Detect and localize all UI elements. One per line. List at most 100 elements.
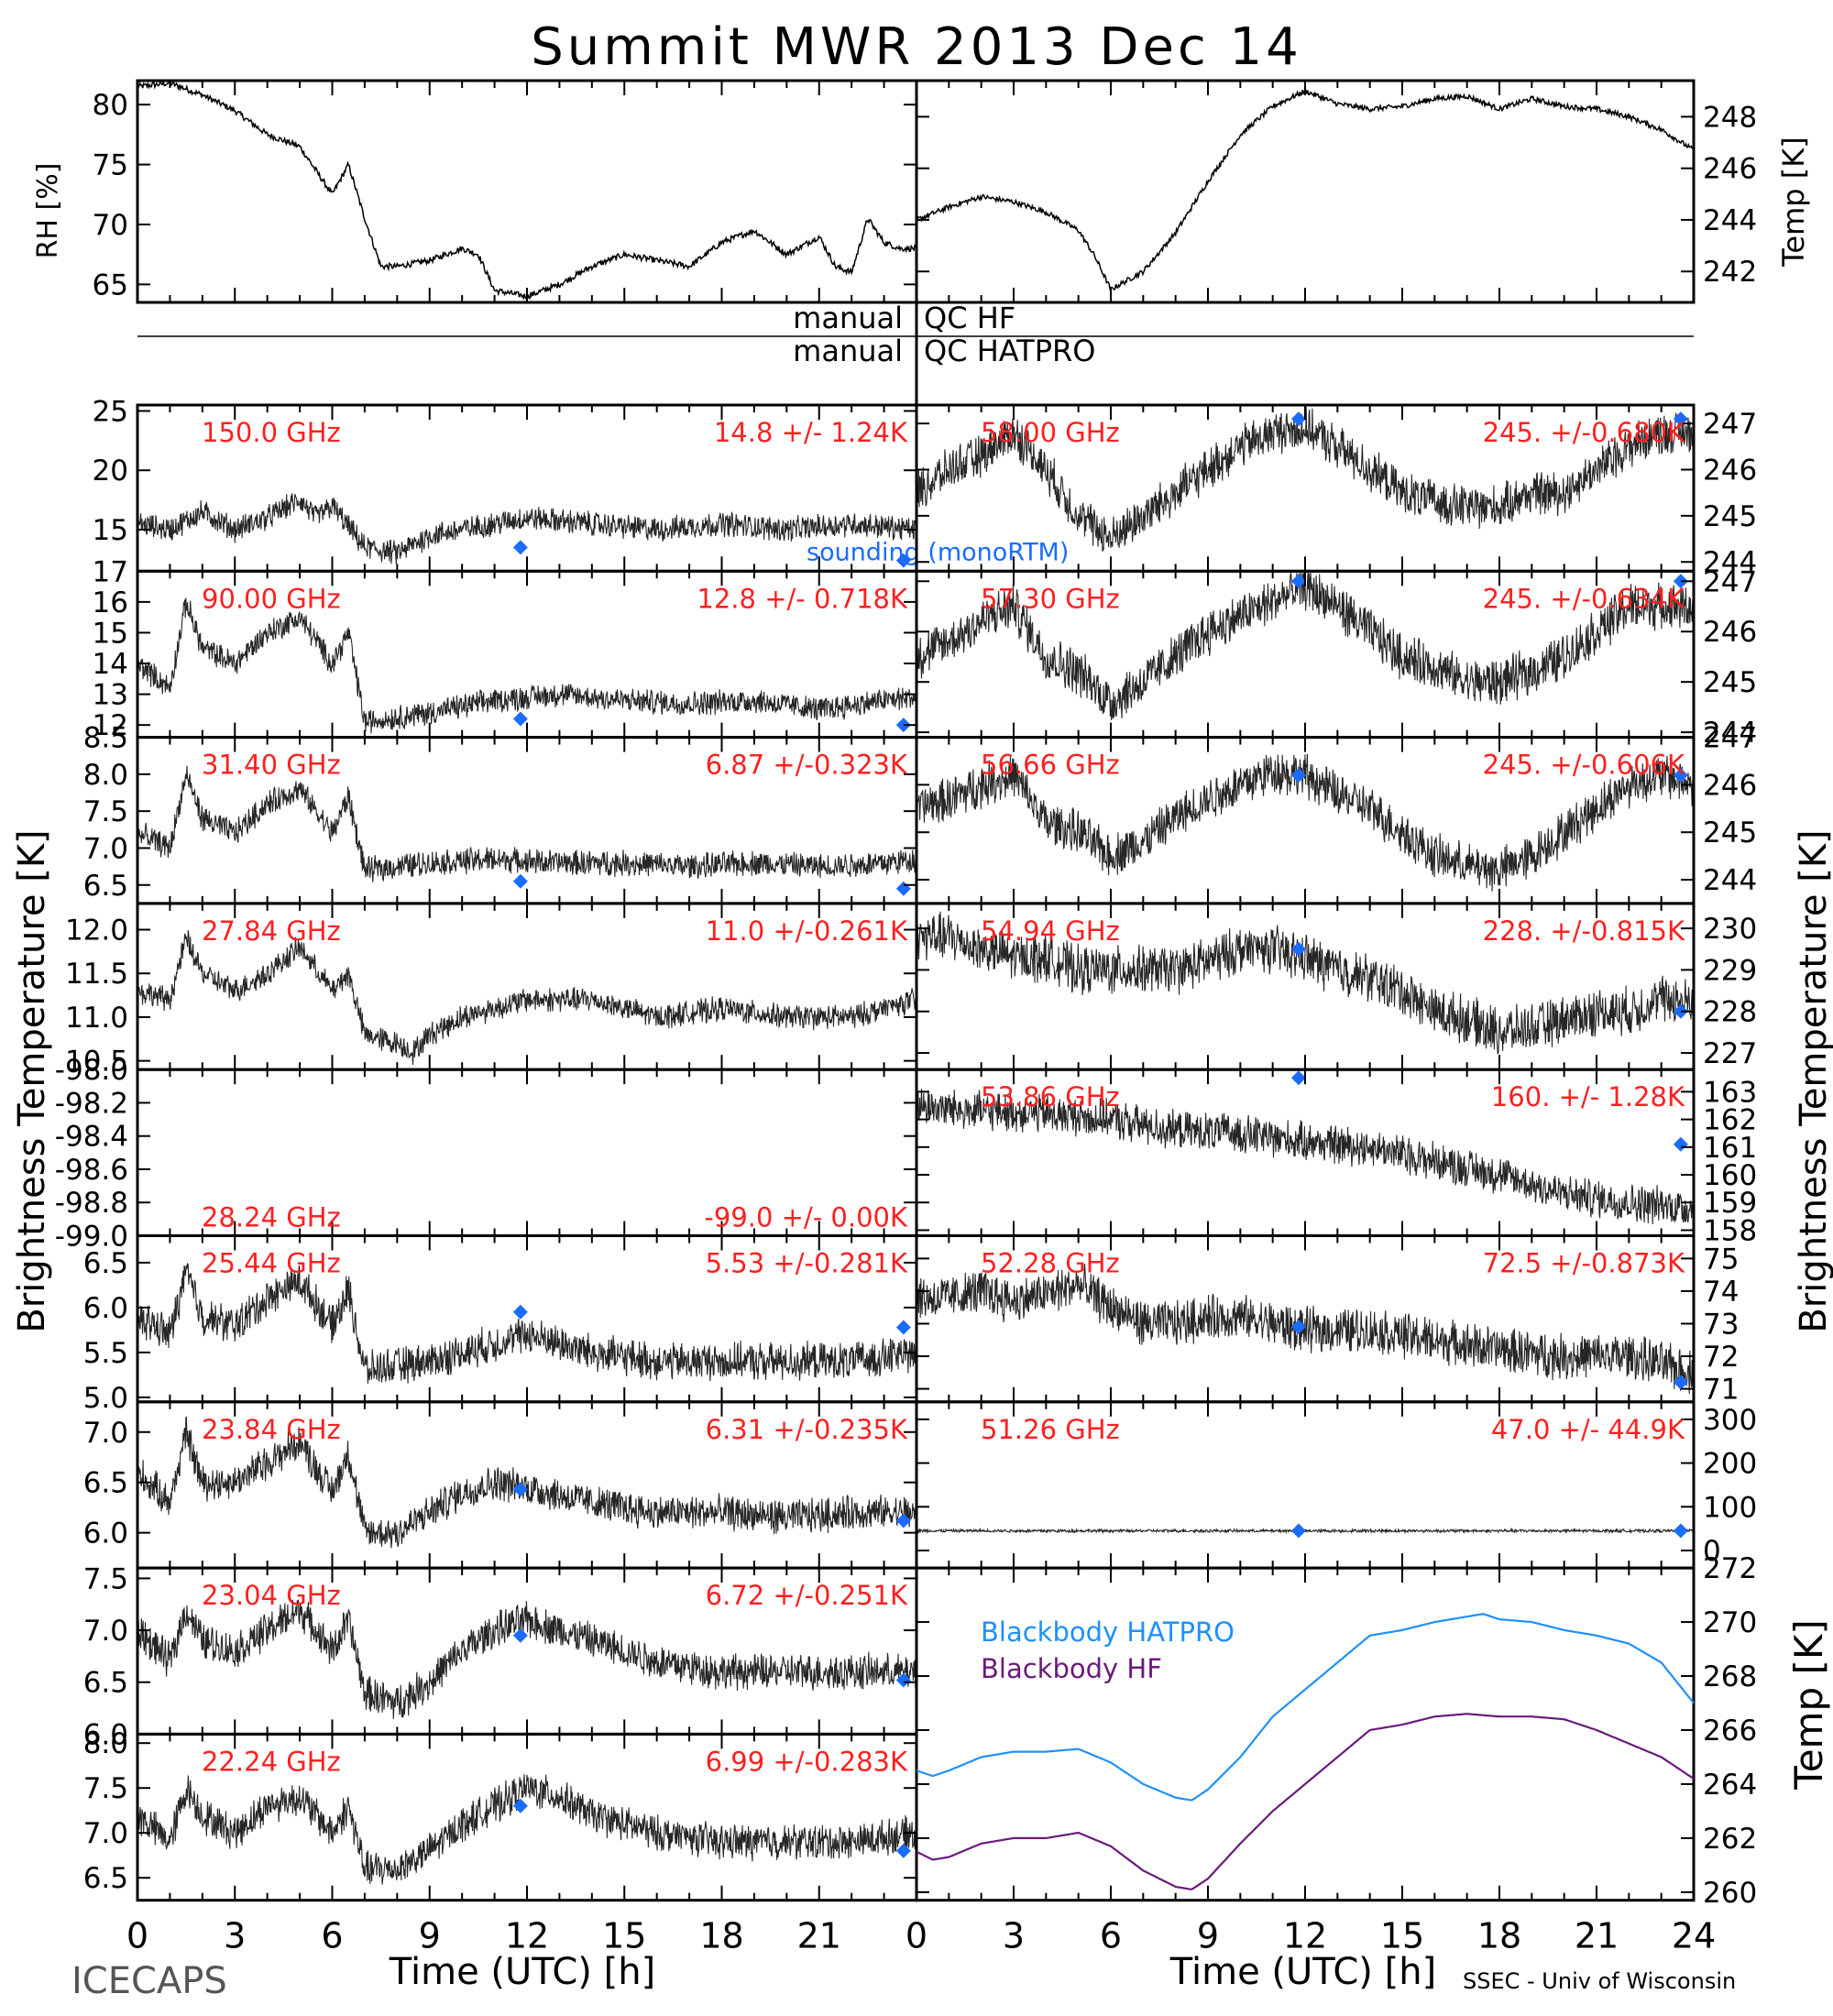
- channel-stat-label: 11.0 +/-0.261K: [706, 915, 908, 947]
- y-tick-label: 75: [93, 149, 128, 182]
- sounding-marker: [1673, 411, 1688, 427]
- x-tick-label: 3: [224, 1916, 246, 1956]
- y-tick-label: 6.5: [83, 1247, 128, 1280]
- series-line: [916, 911, 1695, 1055]
- y-tick-label: 247: [1703, 565, 1757, 598]
- channel-panel-27: 10.5 11.0 11.5 12.0 27.84 GHz 11.0 +/-0.261K: [65, 902, 918, 1079]
- x-tick-label: 18: [1477, 1916, 1521, 1956]
- sounding-marker: [512, 711, 528, 727]
- blackbody-series-line: [916, 1613, 1695, 1802]
- y-tick-label: 15: [93, 514, 128, 547]
- x-tick-label: 0: [126, 1916, 148, 1956]
- y-tick-label: 80: [93, 89, 128, 122]
- channel-frequency-label: 23.84 GHz: [202, 1414, 341, 1445]
- channel-panel-57-3: 244 245 246 247 57.30 GHz 245. +/-0.634K: [915, 565, 1757, 750]
- x-tick-label: 9: [419, 1916, 441, 1956]
- footer-left: ICECAPS: [71, 1960, 227, 2002]
- x-axis-label-right: Time (UTC) [h]: [1169, 1951, 1436, 1993]
- y-tick-label: 7.0: [83, 1615, 128, 1648]
- temp-bottom-axis-label: Temp [K]: [1786, 1619, 1831, 1791]
- channel-frequency-label: 150.0 GHz: [202, 417, 341, 448]
- y-tick-label: 230: [1703, 913, 1757, 946]
- sounding-marker: [1673, 768, 1688, 783]
- y-tick-label: 12.0: [65, 915, 128, 948]
- y-tick-label: 227: [1703, 1037, 1757, 1070]
- y-tick-label: 245: [1703, 500, 1757, 533]
- y-tick-label: 14: [93, 648, 128, 681]
- y-tick-label: 160: [1703, 1159, 1757, 1192]
- x-tick-label: 6: [321, 1916, 343, 1956]
- x-tick-label: 6: [1100, 1916, 1122, 1956]
- sounding-legend: sounding (monoRTM): [807, 538, 1069, 566]
- x-tick-label: 24: [1672, 1916, 1716, 1956]
- y-tick-label: 13: [93, 679, 128, 712]
- sounding-marker: [895, 1843, 911, 1858]
- sounding-marker: [1290, 768, 1306, 783]
- x-tick-label: 12: [1283, 1916, 1327, 1956]
- y-tick-label: 163: [1703, 1076, 1757, 1109]
- sounding-marker: [512, 540, 528, 555]
- y-tick-label: 20: [93, 455, 128, 488]
- sounding-marker: [895, 1513, 911, 1528]
- channel-frequency-label: 52.28 GHz: [981, 1248, 1120, 1279]
- sounding-marker: [1673, 1375, 1688, 1390]
- y-tick-label: 6.5: [83, 870, 128, 903]
- channel-frequency-label: 28.24 GHz: [202, 1202, 341, 1233]
- channel-panel-58: 244 245 246 247 58.00 GHz 245. +/-0.680K: [915, 403, 1757, 579]
- channel-frequency-label: 57.30 GHz: [981, 583, 1120, 614]
- channel-panel-31: 6.5 7.0 7.58.0 8.5 31.40 GHz 6.87 +/-0.323K: [83, 722, 918, 905]
- sounding-marker: [895, 553, 911, 568]
- series-line: [137, 1262, 917, 1384]
- blackbody-panel: 260 262 264 266 268 270 272 Blackbody HATPRO Bla…: [915, 1552, 1757, 1910]
- sounding-marker: [895, 718, 911, 733]
- x-tick-label: 15: [1380, 1916, 1424, 1956]
- y-tick-label: 229: [1703, 954, 1757, 987]
- channel-stat-label: 228. +/-0.815K: [1483, 915, 1685, 947]
- channel-frequency-label: 31.40 GHz: [202, 750, 341, 781]
- channel-panel-25: 5.0 5.5 6.0 6.5 25.44 GHz 5.53 +/-0.281K: [83, 1234, 918, 1415]
- channel-panel-23-04: 6.0 6.5 7.0 7.5 23.04 GHz 6.72 +/-0.251K: [83, 1562, 918, 1751]
- y-tick-label: 7.5: [83, 1562, 128, 1595]
- x-tick-label: 18: [699, 1916, 743, 1956]
- channel-stat-label: 5.53 +/-0.281K: [706, 1248, 908, 1279]
- x-tick-label: 9: [1197, 1916, 1219, 1956]
- y-tick-label: 6.5: [83, 1862, 128, 1895]
- channel-stat-label: -99.0 +/- 0.00K: [704, 1202, 908, 1233]
- y-tick-label: 72: [1703, 1341, 1739, 1374]
- series-line: [137, 597, 917, 734]
- sounding-marker: [1673, 1136, 1688, 1152]
- channel-frequency-label: 90.00 GHz: [202, 583, 341, 614]
- qc-hatpro-right-label: QC HATPRO: [924, 334, 1095, 368]
- y-tick-label: 7.5: [83, 795, 128, 828]
- series-line: [137, 1416, 917, 1549]
- y-tick-label: -98.4: [55, 1121, 128, 1154]
- channel-stat-label: 6.99 +/-0.283K: [706, 1746, 908, 1777]
- y-tick-label: 244: [1703, 204, 1757, 237]
- y-tick-label: 270: [1703, 1606, 1757, 1639]
- y-tick-label: 244: [1703, 717, 1757, 750]
- channel-frequency-label: 58.00 GHz: [981, 417, 1120, 448]
- channel-frequency-label: 53.86 GHz: [981, 1081, 1120, 1112]
- y-tick-label: 100: [1703, 1491, 1757, 1524]
- y-tick-label: 12: [93, 709, 128, 742]
- channel-panel-51-26: 0 100 200 300 51.26 GHz 47.0 +/- 44.9K: [915, 1400, 1757, 1570]
- y-tick-label: 266: [1703, 1715, 1757, 1748]
- qc-hf-left-label: manual: [793, 301, 903, 335]
- channel-frequency-label: 25.44 GHz: [202, 1248, 341, 1279]
- channel-frequency-label: 54.94 GHz: [981, 915, 1120, 947]
- y-tick-label: 6.0: [83, 1292, 128, 1325]
- y-tick-label: 242: [1703, 256, 1757, 289]
- y-tick-label: 7.5: [83, 1772, 128, 1805]
- y-tick-label: 71: [1703, 1374, 1739, 1407]
- y-tick-label: 6.0: [83, 1718, 128, 1751]
- series-line: [916, 406, 1695, 552]
- y-tick-label: 245: [1703, 816, 1757, 849]
- sounding-marker: [512, 1798, 528, 1813]
- y-tick-label: 246: [1703, 455, 1757, 488]
- qc-hatpro-left-label: manual: [793, 334, 903, 368]
- x-axis-label-left: Time (UTC) [h]: [389, 1951, 655, 1993]
- sounding-marker: [1290, 1070, 1306, 1086]
- channel-panel-28: -98.0-98.2-98.4-98.6-98.8-99.0 28.24 GHz -…: [55, 1054, 918, 1254]
